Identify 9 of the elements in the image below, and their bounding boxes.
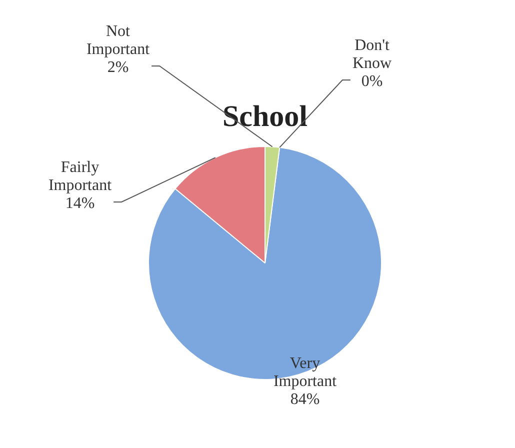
slice-label: Fairly Important (48, 159, 112, 194)
text: 0% (361, 73, 383, 90)
data-label: 2% (107, 59, 129, 76)
category-label: Don't Know (352, 37, 392, 72)
text: School (222, 100, 308, 133)
slice-label: Not Important (86, 23, 150, 58)
data-label: 84% (290, 391, 320, 408)
slice-label: Very Important (273, 355, 338, 390)
data-label: 14% (65, 195, 95, 212)
